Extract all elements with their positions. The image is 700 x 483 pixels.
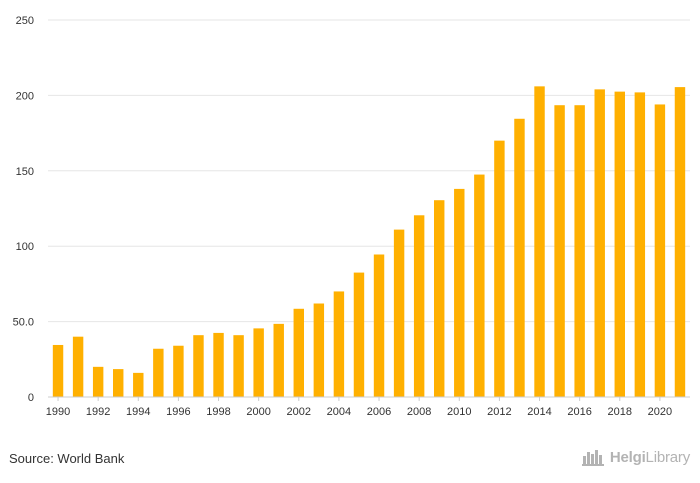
bar-1997 xyxy=(193,335,204,397)
y-tick-label: 200 xyxy=(16,90,34,102)
bars xyxy=(52,86,686,398)
bar-2013 xyxy=(514,118,525,398)
bar-2008 xyxy=(413,215,425,397)
bar-2015 xyxy=(554,105,565,398)
bar-2016 xyxy=(574,105,585,398)
y-axis-tick-labels: 0 50.0 100 150 200 250 xyxy=(13,15,34,404)
bar-2018 xyxy=(614,91,625,397)
bar-1999 xyxy=(233,335,244,397)
bar-1994 xyxy=(133,372,144,397)
bar-2020 xyxy=(654,104,666,397)
bar-2001 xyxy=(273,323,284,397)
bar-1991 xyxy=(72,336,84,397)
x-tick-label: 2010 xyxy=(447,406,471,418)
source-note: Source: World Bank xyxy=(9,451,125,466)
bar-2000 xyxy=(253,328,264,397)
bar-2005 xyxy=(353,272,365,397)
bar-2002 xyxy=(293,308,304,397)
logo-wordmark: HelgiLibrary xyxy=(610,449,690,466)
x-tick-label: 2016 xyxy=(567,406,591,418)
x-axis-tick-labels: 1990 1992 1994 1996 1998 2000 2002 2004 2006 2008… xyxy=(46,397,672,418)
x-tick-label: 2012 xyxy=(487,406,511,418)
bar-2010 xyxy=(454,188,465,397)
logo-wordmark-thin: Library xyxy=(645,448,691,466)
bar-2009 xyxy=(434,200,445,397)
gridlines xyxy=(48,19,690,323)
bar-2007 xyxy=(393,229,405,397)
x-tick-label: 1992 xyxy=(86,406,110,418)
x-tick-label: 2004 xyxy=(327,406,351,418)
x-tick-label: 2000 xyxy=(246,406,270,418)
bar-2017 xyxy=(594,89,605,398)
x-tick-label: 2002 xyxy=(287,406,311,418)
x-tick-label: 2006 xyxy=(367,406,391,418)
bar-1996 xyxy=(173,345,184,397)
logo-wordmark-bold: Helgi xyxy=(609,448,646,466)
bar-1993 xyxy=(113,369,124,397)
library-buildings-icon xyxy=(581,450,604,466)
bar-1992 xyxy=(92,366,104,397)
x-tick-label: 1998 xyxy=(206,406,230,418)
x-tick-label: 1994 xyxy=(126,406,150,418)
y-tick-label: 50.0 xyxy=(13,317,34,329)
x-tick-label: 1990 xyxy=(46,406,70,418)
helgi-library-logo: HelgiLibrary xyxy=(581,448,690,466)
y-tick-label: 250 xyxy=(16,15,34,27)
bar-1990 xyxy=(52,344,64,397)
y-tick-label: 100 xyxy=(16,241,34,253)
bar-2004 xyxy=(333,291,345,397)
bar-2021 xyxy=(674,87,686,397)
bar-1995 xyxy=(153,348,164,397)
bar-2011 xyxy=(474,174,485,397)
bar-2014 xyxy=(534,86,545,398)
x-tick-label: 1996 xyxy=(166,406,190,418)
y-tick-label: 0 xyxy=(28,392,34,404)
x-tick-label: 2014 xyxy=(527,406,551,418)
bar-2003 xyxy=(313,303,325,397)
x-tick-label: 2008 xyxy=(407,406,431,418)
bar-chart: 0 50.0 100 150 200 250 1990 1992 1994 1996 1998 20… xyxy=(13,15,690,418)
bar-2019 xyxy=(634,92,646,397)
x-tick-label: 2020 xyxy=(648,406,672,418)
bar-2006 xyxy=(373,254,385,397)
y-tick-label: 150 xyxy=(16,166,34,178)
bar-1998 xyxy=(213,332,224,397)
bar-2012 xyxy=(494,140,505,397)
x-tick-label: 2018 xyxy=(608,406,632,418)
